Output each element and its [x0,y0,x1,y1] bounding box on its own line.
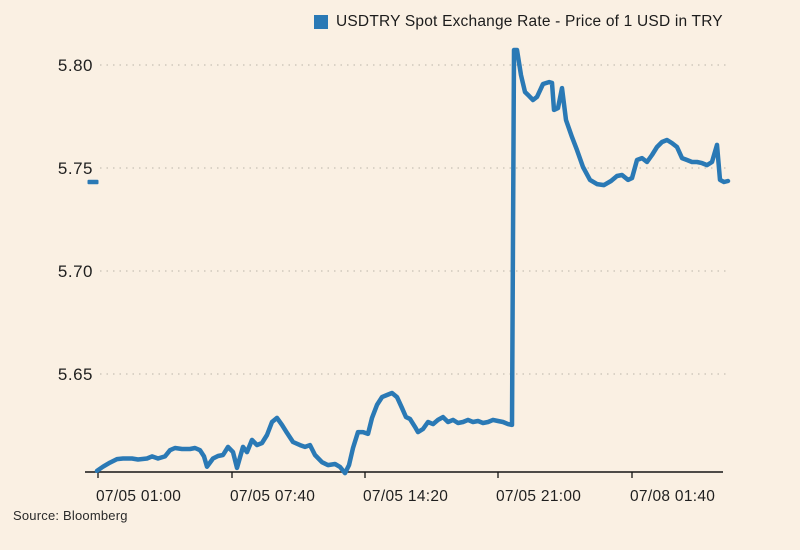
x-tick-label: 07/05 14:20 [363,488,448,505]
last-price-marker [87,179,99,185]
price-line [94,47,731,476]
x-tick-label: 07/08 01:40 [630,488,715,505]
y-tick-label: 5.75 [58,159,93,178]
x-tick-label: 07/05 01:00 [96,488,181,505]
legend-label: USDTRY Spot Exchange Rate - Price of 1 U… [336,13,723,30]
x-tick-label: 07/05 07:40 [230,488,315,505]
legend-marker-icon [314,15,328,29]
y-tick-label: 5.70 [58,262,93,281]
y-tick-label: 5.80 [58,56,93,75]
chart-legend: USDTRY Spot Exchange Rate - Price of 1 U… [314,13,723,31]
source-caption: Source: Bloomberg [13,508,128,523]
x-tick-label: 07/05 21:00 [496,488,581,505]
y-tick-label: 5.65 [58,365,93,384]
